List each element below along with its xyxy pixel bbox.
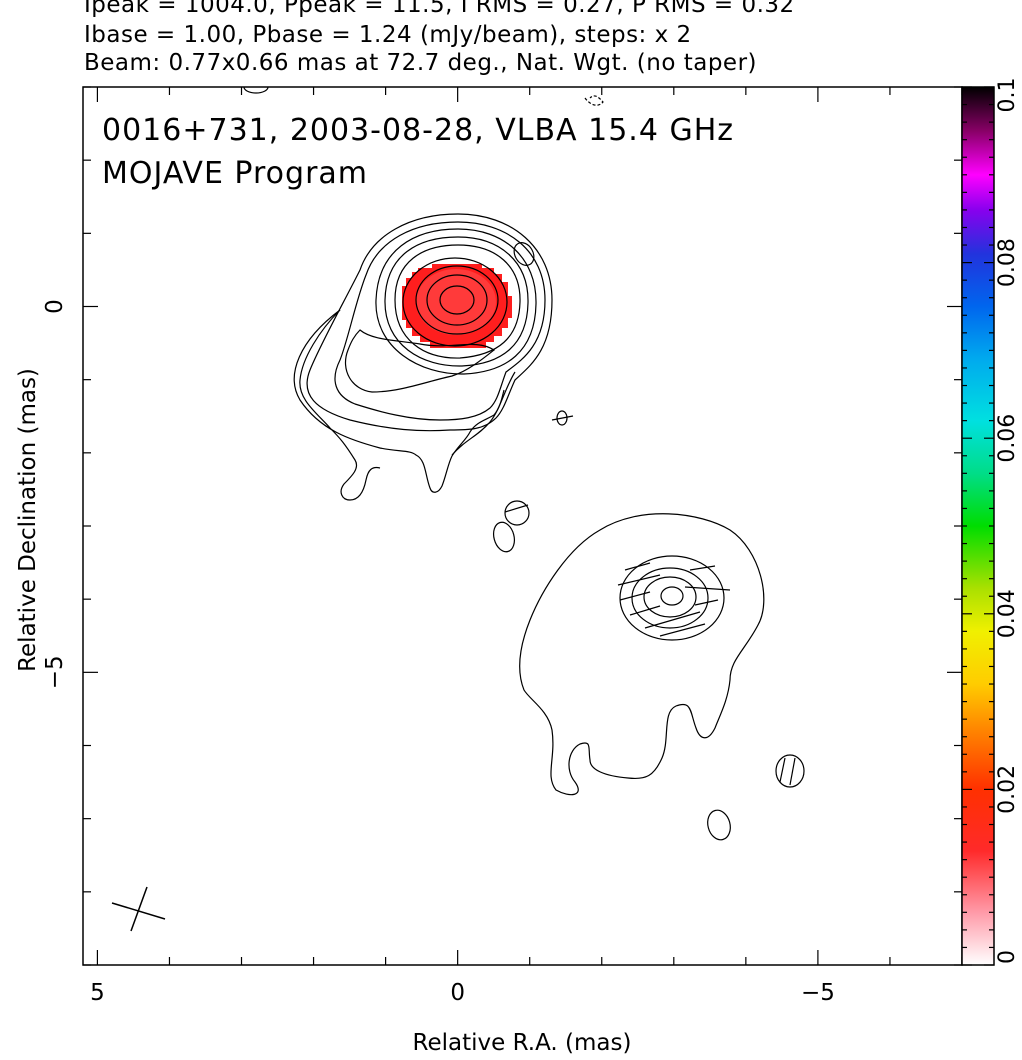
x-tick-labels: 5 0 −5 — [90, 980, 835, 1006]
map-title: 0016+731, 2003-08-28, VLBA 15.4 GHz — [102, 113, 734, 148]
map-subtitle: MOJAVE Program — [102, 156, 368, 191]
colorbar-tick-label: 0.06 — [995, 414, 1020, 463]
colorbar-tick-label: 0.04 — [995, 589, 1020, 638]
colorbar-tick-label: 0.02 — [995, 765, 1020, 814]
axis-ticks — [83, 86, 963, 966]
y-tick-label-minus5: −5 — [42, 655, 68, 689]
beam-marker — [111, 886, 166, 932]
colorbar: 0 0.02 0.04 0.06 0.08 0.1 — [961, 78, 1020, 966]
core-contours — [293, 213, 553, 501]
jet-component-contours — [519, 513, 765, 796]
colorbar-tick-label: 0.08 — [995, 238, 1020, 287]
header-peak-line: Ipeak = 1004.0, Ppeak = 11.5, I RMS = 0.… — [84, 0, 795, 18]
header-beam-line: Beam: 0.77x0.66 mas at 72.7 deg., Nat. W… — [84, 50, 757, 76]
y-axis-label: Relative Declination (mas) — [15, 368, 41, 672]
x-tick-label-5: 5 — [90, 980, 105, 1006]
jet-component-polarization-vectors — [617, 562, 731, 637]
plot-frame — [82, 86, 963, 966]
y-tick-label-0: 0 — [42, 299, 68, 314]
x-tick-label-0: 0 — [450, 980, 465, 1006]
colorbar-gradient — [962, 87, 994, 965]
colorbar-tick-label: 0.1 — [995, 78, 1020, 113]
small-contours — [243, 87, 805, 841]
x-axis-label: Relative R.A. (mas) — [412, 1030, 632, 1056]
core-polarization-fill — [402, 264, 512, 348]
y-tick-labels: 0 −5 — [42, 299, 68, 689]
colorbar-tick-label: 0 — [995, 950, 1020, 964]
x-tick-label-minus5: −5 — [801, 980, 835, 1006]
header-base-line: Ibase = 1.00, Pbase = 1.24 (mJy/beam), s… — [84, 22, 692, 48]
